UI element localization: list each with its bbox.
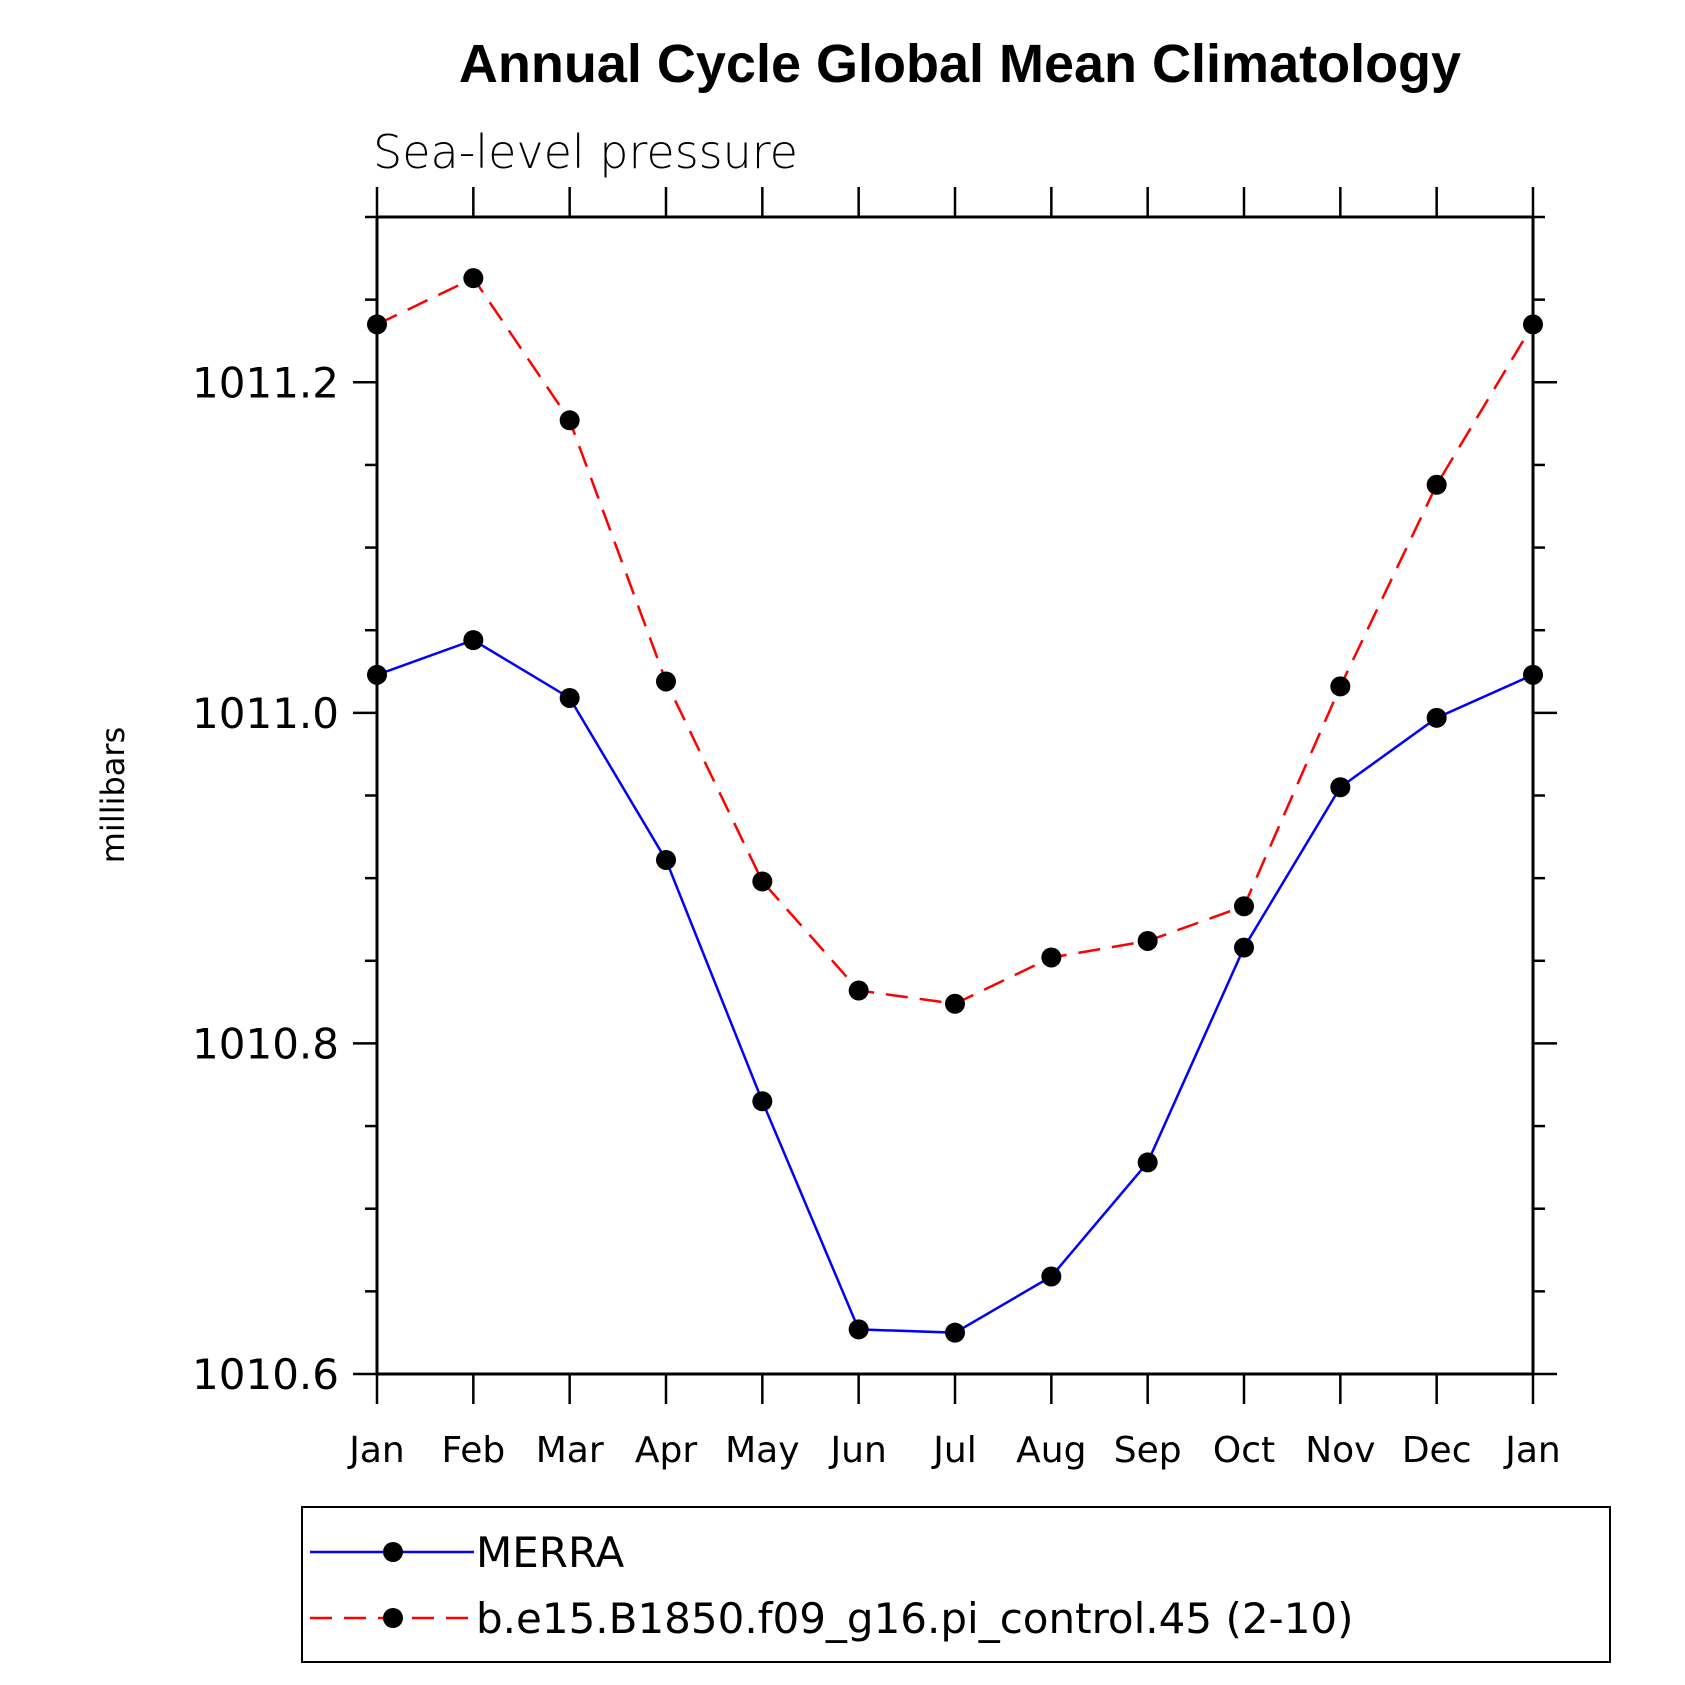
- x-tick-label: Oct: [1213, 1430, 1275, 1471]
- legend-label-merra: MERRA: [476, 1528, 624, 1577]
- data-point-series-0: [945, 1322, 965, 1343]
- data-point-series-0: [367, 664, 387, 685]
- data-point-series-0: [1041, 1266, 1062, 1287]
- x-tick-label: Aug: [1016, 1430, 1086, 1471]
- chart-title: Annual Cycle Global Mean Climatology: [459, 34, 1461, 94]
- data-point-series-1: [1041, 947, 1062, 968]
- data-point-series-0: [1137, 1152, 1158, 1173]
- x-tick-label: Jul: [931, 1430, 976, 1471]
- axis-ticks: [353, 187, 1557, 1404]
- y-tick-labels: 1010.6 1010.8 1011.0 1011.2: [192, 358, 339, 1399]
- chart-subtitle: Sea-level pressure: [373, 125, 798, 179]
- data-point-series-1: [1426, 474, 1447, 495]
- data-point-series-1: [848, 980, 869, 1001]
- data-point-series-0: [559, 687, 580, 708]
- data-point-series-1: [656, 671, 676, 692]
- y-tick-label: 1011.2: [192, 358, 339, 407]
- y-axis-label: millibars: [94, 727, 132, 863]
- data-point-series-1: [752, 871, 773, 892]
- x-tick-label: Feb: [441, 1430, 505, 1471]
- x-tick-label: May: [725, 1430, 799, 1471]
- data-point-series-1: [367, 314, 387, 335]
- legend-item-merra: MERRA: [310, 1528, 624, 1577]
- data-point-series-0: [656, 849, 676, 870]
- x-tick-labels: Jan Feb Mar Apr May Jun Jul Aug Sep Oct Nov Dec Jan: [347, 1430, 1561, 1471]
- y-tick-label: 1010.8: [192, 1019, 339, 1068]
- data-point-series-1: [1330, 676, 1351, 697]
- data-point-series-0: [1330, 777, 1351, 798]
- x-tick-label: Nov: [1305, 1430, 1375, 1471]
- x-tick-label: Jun: [829, 1430, 887, 1471]
- data-point-series-1: [559, 410, 580, 431]
- data-point-series-1: [1234, 896, 1254, 917]
- legend-item-model: b.e15.B1850.f09_g16.pi_control.45 (2-10): [310, 1594, 1354, 1643]
- x-tick-label: Sep: [1114, 1430, 1182, 1471]
- legend-marker-merra: [383, 1542, 403, 1562]
- legend-marker-model: [383, 1608, 403, 1628]
- data-point-series-0: [752, 1091, 773, 1112]
- data-point-series-0: [1426, 707, 1447, 728]
- x-tick-label: Jan: [1503, 1430, 1561, 1471]
- legend-label-model: b.e15.B1850.f09_g16.pi_control.45 (2-10): [476, 1594, 1354, 1643]
- data-point-series-1: [463, 268, 484, 289]
- x-tick-label: Dec: [1402, 1430, 1472, 1471]
- x-tick-label: Mar: [536, 1430, 604, 1471]
- series-line-0: [376, 638, 1534, 1334]
- legend-box: [301, 1506, 1611, 1663]
- y-tick-label: 1011.0: [192, 689, 339, 738]
- data-point-series-0: [463, 630, 484, 651]
- y-tick-label: 1010.6: [192, 1350, 339, 1399]
- data-point-series-0: [848, 1319, 869, 1340]
- data-point-series-0: [1234, 937, 1254, 958]
- data-point-series-1: [1137, 930, 1158, 951]
- data-point-series-1: [1523, 314, 1543, 335]
- data-point-series-0: [1523, 664, 1543, 685]
- x-tick-label: Apr: [635, 1430, 697, 1471]
- series-line-1: [376, 276, 1535, 1006]
- x-tick-label: Jan: [347, 1430, 405, 1471]
- data-point-series-1: [945, 993, 965, 1014]
- series-lines: [367, 268, 1543, 1343]
